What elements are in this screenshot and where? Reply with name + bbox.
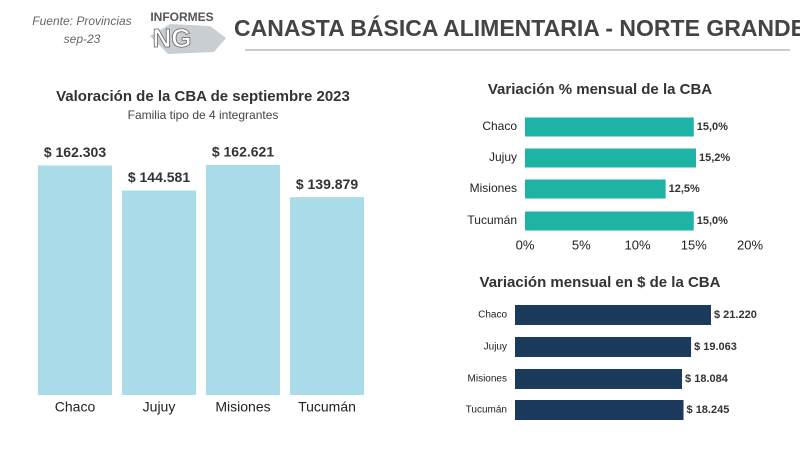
bar (515, 400, 684, 420)
value-label: $ 139.879 (296, 176, 358, 192)
value-label: $ 19.063 (694, 341, 737, 353)
bar (206, 165, 280, 395)
value-label: 15,0% (697, 121, 728, 133)
category-label: Misiones (470, 181, 517, 195)
date: sep-23 (64, 32, 101, 46)
bar (525, 148, 696, 168)
bar (525, 117, 694, 137)
value-label: 12,5% (669, 183, 700, 195)
bar (122, 190, 196, 395)
bar (515, 305, 711, 325)
chart-title: Valoración de la CBA de septiembre 2023 (56, 88, 350, 105)
source: Fuente: Provincias (32, 14, 131, 28)
category-label: Jujuy (484, 342, 507, 353)
chart-subtitle: Familia tipo de 4 integrantes (128, 108, 279, 122)
bar (290, 197, 364, 395)
value-label: 15,0% (697, 215, 728, 227)
value-label: 15,2% (699, 152, 730, 164)
value-label: $ 162.621 (212, 144, 274, 160)
logo-main: NG (153, 23, 192, 53)
category-label: Chaco (482, 119, 517, 133)
category-label: Misiones (215, 399, 270, 415)
x-tick-label: 20% (737, 237, 763, 252)
value-label: $ 18.084 (685, 373, 729, 385)
bar (38, 165, 112, 395)
value-label: $ 144.581 (128, 169, 190, 185)
category-label: Tucumán (467, 213, 517, 227)
category-label: Chaco (478, 310, 507, 321)
bar (515, 369, 683, 389)
chart-title: Variación % mensual de la CBA (488, 81, 712, 98)
logo: INFORMES NG (150, 10, 226, 54)
value-label: $ 162.303 (44, 144, 106, 160)
logo-top: INFORMES (150, 10, 213, 24)
category-label: Misiones (468, 374, 507, 385)
category-label: Tucumán (298, 399, 356, 415)
value-label: $ 21.220 (714, 309, 757, 321)
logo-shape (150, 24, 226, 54)
x-tick-label: 0% (516, 237, 535, 252)
bar (525, 179, 666, 199)
value-label: $ 18.245 (687, 404, 730, 416)
bar (525, 211, 694, 231)
x-tick-label: 15% (681, 237, 707, 252)
category-label: Chaco (55, 399, 96, 415)
bar (515, 337, 692, 357)
page-title: CANASTA BÁSICA ALIMENTARIA - NORTE GRAND… (234, 14, 800, 41)
category-label: Tucumán (466, 405, 507, 416)
category-label: Jujuy (143, 399, 176, 415)
chart-title: Variación mensual en $ de la CBA (480, 274, 721, 291)
x-tick-label: 10% (624, 237, 650, 252)
x-tick-label: 5% (572, 237, 591, 252)
category-label: Jujuy (489, 150, 517, 164)
